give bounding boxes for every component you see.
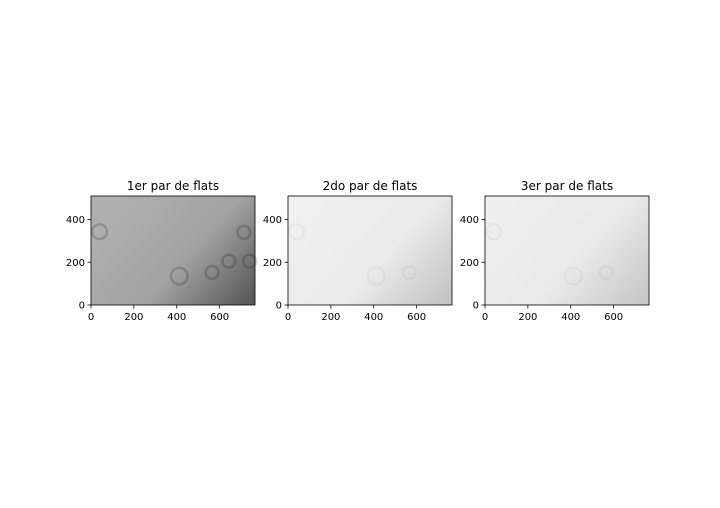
y-tick-label: 0 — [473, 301, 479, 312]
x-tick-label: 400 — [167, 312, 186, 323]
subplot-title: 3er par de flats — [521, 179, 613, 193]
dust-ring — [401, 264, 417, 281]
y-tick-label: 400 — [263, 215, 282, 226]
subplot-title: 1er par de flats — [127, 179, 219, 193]
y-tick-label: 400 — [66, 215, 85, 226]
y-tick-label: 200 — [263, 258, 282, 269]
x-tick-label: 200 — [321, 312, 340, 323]
axes-frame — [90, 195, 256, 306]
dust-ring — [241, 253, 258, 269]
subplot-3: 3er par de flats 0 200 400 600 0 200 400 — [460, 179, 650, 323]
axes-frame — [484, 195, 650, 306]
subplot-1: 1er par de flats 0 200 400 600 0 200 400 — [66, 179, 258, 323]
y-tick-label: 200 — [460, 258, 479, 269]
image-area — [485, 196, 649, 305]
x-tick-label: 0 — [88, 312, 94, 323]
image-area — [288, 196, 452, 305]
dust-ring — [236, 224, 252, 240]
dust-ring — [563, 266, 583, 286]
x-tick-label: 600 — [407, 312, 426, 323]
y-tick-label: 200 — [66, 258, 85, 269]
dust-ring — [169, 266, 189, 286]
x-tick-label: 600 — [210, 312, 229, 323]
x-tick-label: 400 — [561, 312, 580, 323]
dust-ring — [204, 264, 220, 281]
heatmap-image: 0 200 400 600 0 200 400 — [460, 195, 650, 323]
dust-ring — [598, 264, 614, 281]
x-tick-label: 600 — [604, 312, 623, 323]
x-tick-label: 200 — [518, 312, 537, 323]
x-tick-label: 200 — [124, 312, 143, 323]
x-tick-label: 400 — [364, 312, 383, 323]
y-tick-label: 0 — [79, 301, 85, 312]
dust-ring — [221, 253, 237, 269]
dust-ring — [366, 266, 386, 286]
x-tick-label: 0 — [482, 312, 488, 323]
axes-frame — [287, 195, 453, 306]
dust-ring — [288, 223, 306, 241]
subplot-2: 2do par de flats 0 200 400 600 0 200 400 — [263, 179, 453, 323]
x-tick-label: 0 — [285, 312, 291, 323]
dust-ring — [91, 223, 109, 241]
heatmap-image: 0 200 400 600 0 200 400 — [263, 195, 453, 323]
y-tick-label: 400 — [460, 215, 479, 226]
image-area — [91, 196, 255, 305]
y-tick-label: 0 — [276, 301, 282, 312]
dust-ring — [485, 223, 503, 241]
subplot-title: 2do par de flats — [323, 179, 418, 193]
heatmap-image: 0 200 400 600 0 200 400 — [66, 195, 258, 323]
